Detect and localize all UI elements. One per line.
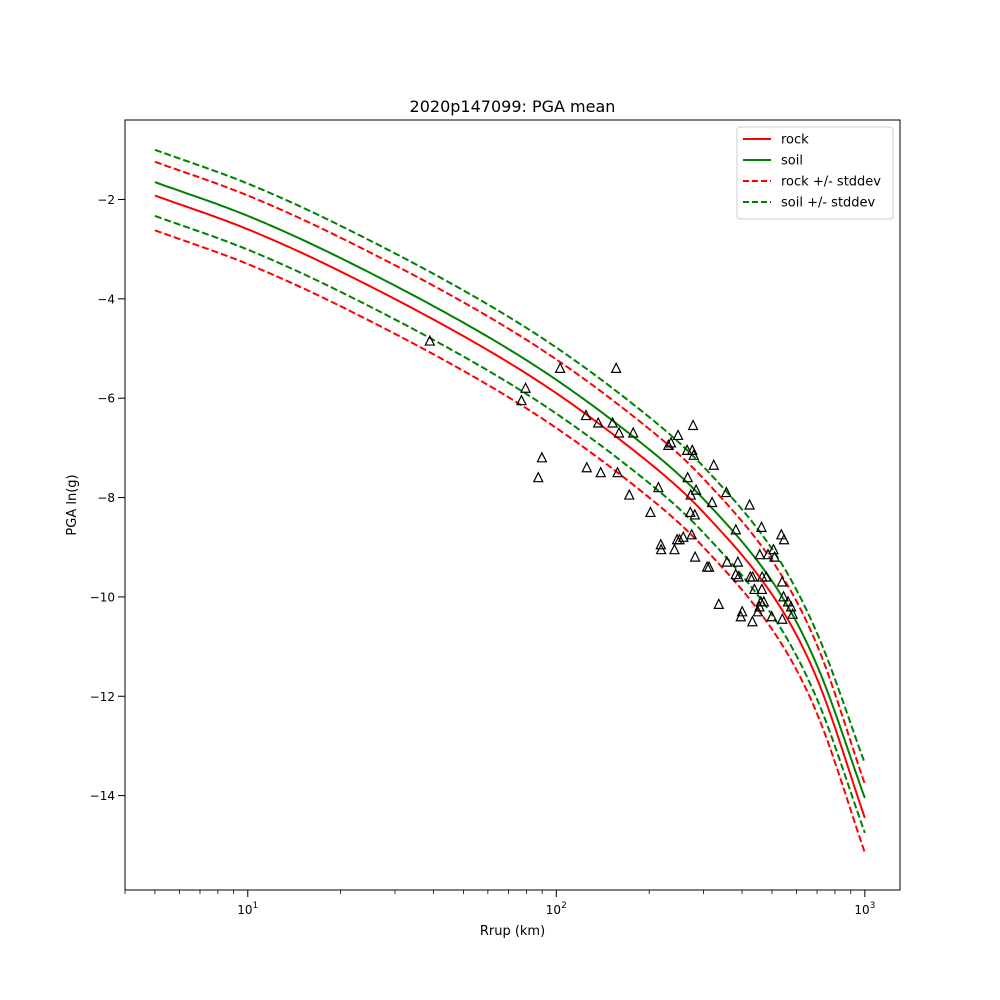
observation-point	[592, 416, 604, 428]
observation-point	[733, 570, 744, 582]
observation-point	[785, 600, 797, 612]
observation-point	[554, 362, 566, 373]
observation-points	[424, 334, 799, 627]
observation-point	[665, 436, 677, 448]
observation-point	[782, 595, 794, 607]
series-line-5	[154, 214, 866, 834]
legend-label: soil +/- stddev	[781, 196, 876, 211]
observation-point	[706, 496, 718, 508]
series-line-3	[154, 229, 866, 854]
y-tick-label: −8	[97, 491, 115, 505]
x-axis-label: Rrup (km)	[480, 924, 545, 939]
observation-point	[686, 528, 698, 540]
y-axis: −2 −4 −6 −8 −10 −12 −14	[90, 193, 125, 803]
observation-point	[595, 466, 607, 478]
observation-point	[752, 605, 764, 617]
y-tick-label: −6	[97, 392, 115, 406]
observation-point	[536, 451, 548, 463]
observation-point	[623, 488, 635, 500]
observation-point	[644, 506, 656, 518]
y-tick-label: −12	[90, 690, 115, 704]
observation-point	[778, 590, 789, 602]
observation-point	[703, 560, 715, 572]
observation-point	[748, 583, 760, 595]
observation-point	[674, 533, 686, 545]
observation-point	[581, 461, 593, 473]
observation-point	[655, 543, 667, 555]
observation-point	[744, 498, 756, 510]
observation-point	[688, 448, 700, 460]
observation-point	[520, 381, 532, 393]
observation-point	[662, 439, 674, 450]
observation-point	[689, 508, 701, 520]
observation-point	[720, 486, 732, 498]
observation-point	[652, 481, 664, 493]
observation-point	[758, 595, 770, 607]
observation-point	[769, 550, 781, 562]
observation-point	[689, 550, 701, 562]
observation-point	[766, 610, 778, 622]
y-tick-label: −14	[90, 789, 115, 803]
observation-point	[515, 394, 527, 406]
y-axis-label: PGA ln(g)	[65, 474, 80, 535]
legend: rock soil rock +/- stddev soil +/- stddev	[736, 126, 894, 220]
observation-point	[627, 426, 639, 438]
observation-point	[690, 483, 702, 495]
series-line-2	[154, 160, 866, 785]
observation-point	[668, 543, 680, 555]
observation-point	[708, 458, 720, 470]
observation-point	[424, 334, 436, 346]
legend-label: soil	[781, 154, 803, 169]
observation-point	[760, 570, 772, 582]
legend-label: rock	[781, 133, 809, 148]
observation-point	[754, 548, 766, 560]
observation-point	[684, 506, 696, 518]
legend-label: rock +/- stddev	[781, 175, 881, 190]
observation-point	[746, 615, 758, 627]
observation-point	[756, 521, 767, 532]
observation-point	[735, 610, 747, 622]
observation-point	[681, 444, 693, 455]
observation-point	[613, 426, 625, 438]
observation-point	[677, 530, 689, 542]
legend-box	[736, 126, 894, 220]
observation-point	[776, 575, 788, 587]
observation-point	[612, 466, 623, 478]
observation-point	[610, 362, 622, 373]
observation-point	[672, 429, 684, 441]
observation-point	[787, 607, 799, 619]
series-line-4	[154, 148, 866, 764]
y-tick-label: −2	[97, 193, 115, 207]
observation-point	[756, 583, 768, 595]
observation-point	[532, 471, 544, 483]
y-tick-label: −4	[97, 292, 115, 306]
observation-point	[732, 555, 744, 567]
observation-point	[580, 409, 592, 421]
observation-point	[607, 416, 619, 428]
y-tick-label: −10	[90, 590, 115, 604]
observation-point	[682, 471, 694, 483]
observation-point	[655, 538, 667, 550]
observation-point	[747, 570, 759, 582]
observation-point	[778, 533, 790, 545]
observation-point	[730, 523, 742, 535]
chart-title: 2020p147099: PGA mean	[410, 97, 616, 116]
observation-point	[687, 419, 699, 431]
observation-point	[721, 555, 733, 567]
observation-point	[776, 612, 788, 624]
observation-point	[713, 598, 725, 609]
plot-area-frame	[124, 119, 901, 891]
